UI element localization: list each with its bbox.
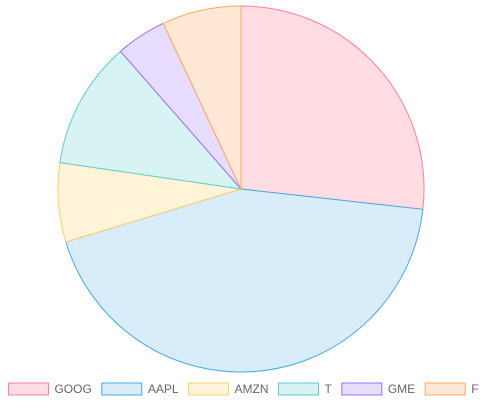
- legend-label: GOOG: [54, 382, 91, 396]
- legend-swatch: [278, 382, 319, 396]
- legend-item-goog[interactable]: GOOG: [7, 382, 92, 396]
- legend-swatch: [7, 382, 49, 396]
- legend-swatch: [101, 382, 143, 396]
- legend-item-t[interactable]: T: [278, 382, 333, 396]
- legend-label: AMZN: [235, 382, 269, 396]
- legend-label: GME: [388, 382, 415, 396]
- legend-item-aapl[interactable]: AAPL: [101, 382, 179, 396]
- pie-slice-goog[interactable]: [240, 5, 425, 210]
- legend-label: AAPL: [148, 382, 179, 396]
- legend-item-f[interactable]: F: [424, 382, 479, 396]
- legend-swatch: [341, 382, 383, 396]
- legend-item-amzn[interactable]: AMZN: [188, 382, 269, 396]
- pie-slice-aapl[interactable]: [65, 188, 424, 373]
- legend-swatch: [424, 382, 466, 396]
- legend-swatch: [188, 382, 229, 396]
- legend-label: T: [325, 382, 333, 396]
- pie-slices: [57, 5, 425, 373]
- pie-slice-f[interactable]: [162, 5, 242, 190]
- legend-label: F: [471, 382, 478, 396]
- pie-slice-t[interactable]: [59, 50, 242, 190]
- chart-legend: GOOG AAPL AMZN T GME F: [7, 382, 479, 396]
- legend-item-gme[interactable]: GME: [341, 382, 415, 396]
